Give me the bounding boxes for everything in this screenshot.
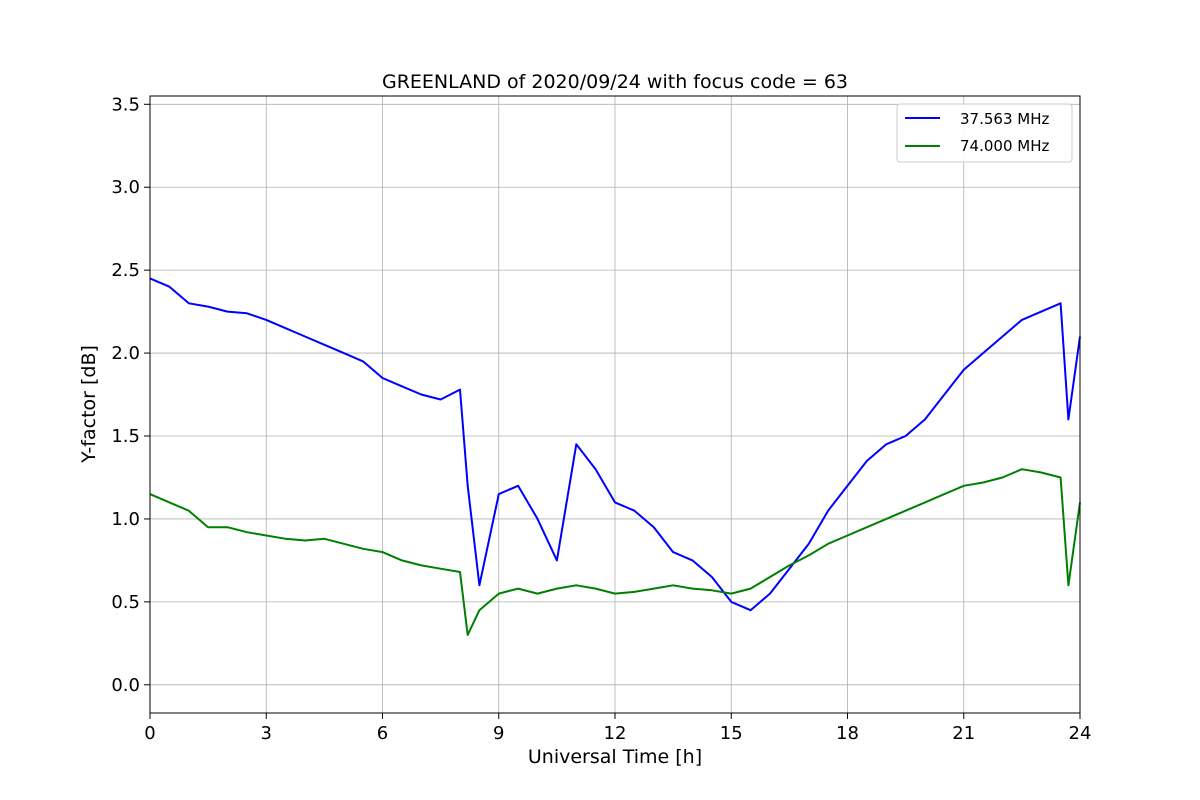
y-axis-label: Y-factor [dB] — [78, 345, 100, 464]
x-axis-label: Universal Time [h] — [528, 746, 702, 768]
data-series — [149, 277, 1081, 636]
x-tick-label: 18 — [836, 723, 859, 744]
x-tick-label: 15 — [720, 723, 743, 744]
y-tick-label: 1.5 — [111, 426, 140, 447]
legend: 37.563 MHz 74.000 MHz — [896, 103, 1073, 163]
y-tick-label: 0.5 — [111, 592, 140, 613]
legend-label-37mhz: 37.563 MHz — [960, 110, 1049, 128]
x-tick-label: 12 — [604, 723, 627, 744]
x-tick-label: 0 — [144, 723, 155, 744]
legend-label-74mhz: 74.000 MHz — [960, 137, 1049, 155]
y-tick-label: 2.0 — [111, 343, 140, 364]
y-tick-label: 2.5 — [111, 260, 140, 281]
y-tick-label: 3.5 — [111, 94, 140, 115]
axis-ticks: 0 3 6 9 12 15 18 21 24 0.0 0.5 1.0 1.5 2.0 2.5 3.0 3.5 — [111, 94, 1091, 744]
y-tick-label: 1.0 — [111, 509, 140, 530]
series-line-74mhz — [149, 468, 1081, 636]
x-tick-label: 24 — [1069, 723, 1092, 744]
x-tick-label: 3 — [261, 723, 272, 744]
y-tick-label: 3.0 — [111, 177, 140, 198]
x-tick-label: 21 — [952, 723, 975, 744]
y-tick-label: 0.0 — [111, 675, 140, 696]
legend-box — [896, 103, 1073, 163]
chart-title: GREENLAND of 2020/09/24 with focus code … — [382, 71, 848, 93]
x-tick-label: 6 — [377, 723, 388, 744]
x-tick-label: 9 — [493, 723, 504, 744]
series-line-37mhz — [149, 277, 1081, 612]
